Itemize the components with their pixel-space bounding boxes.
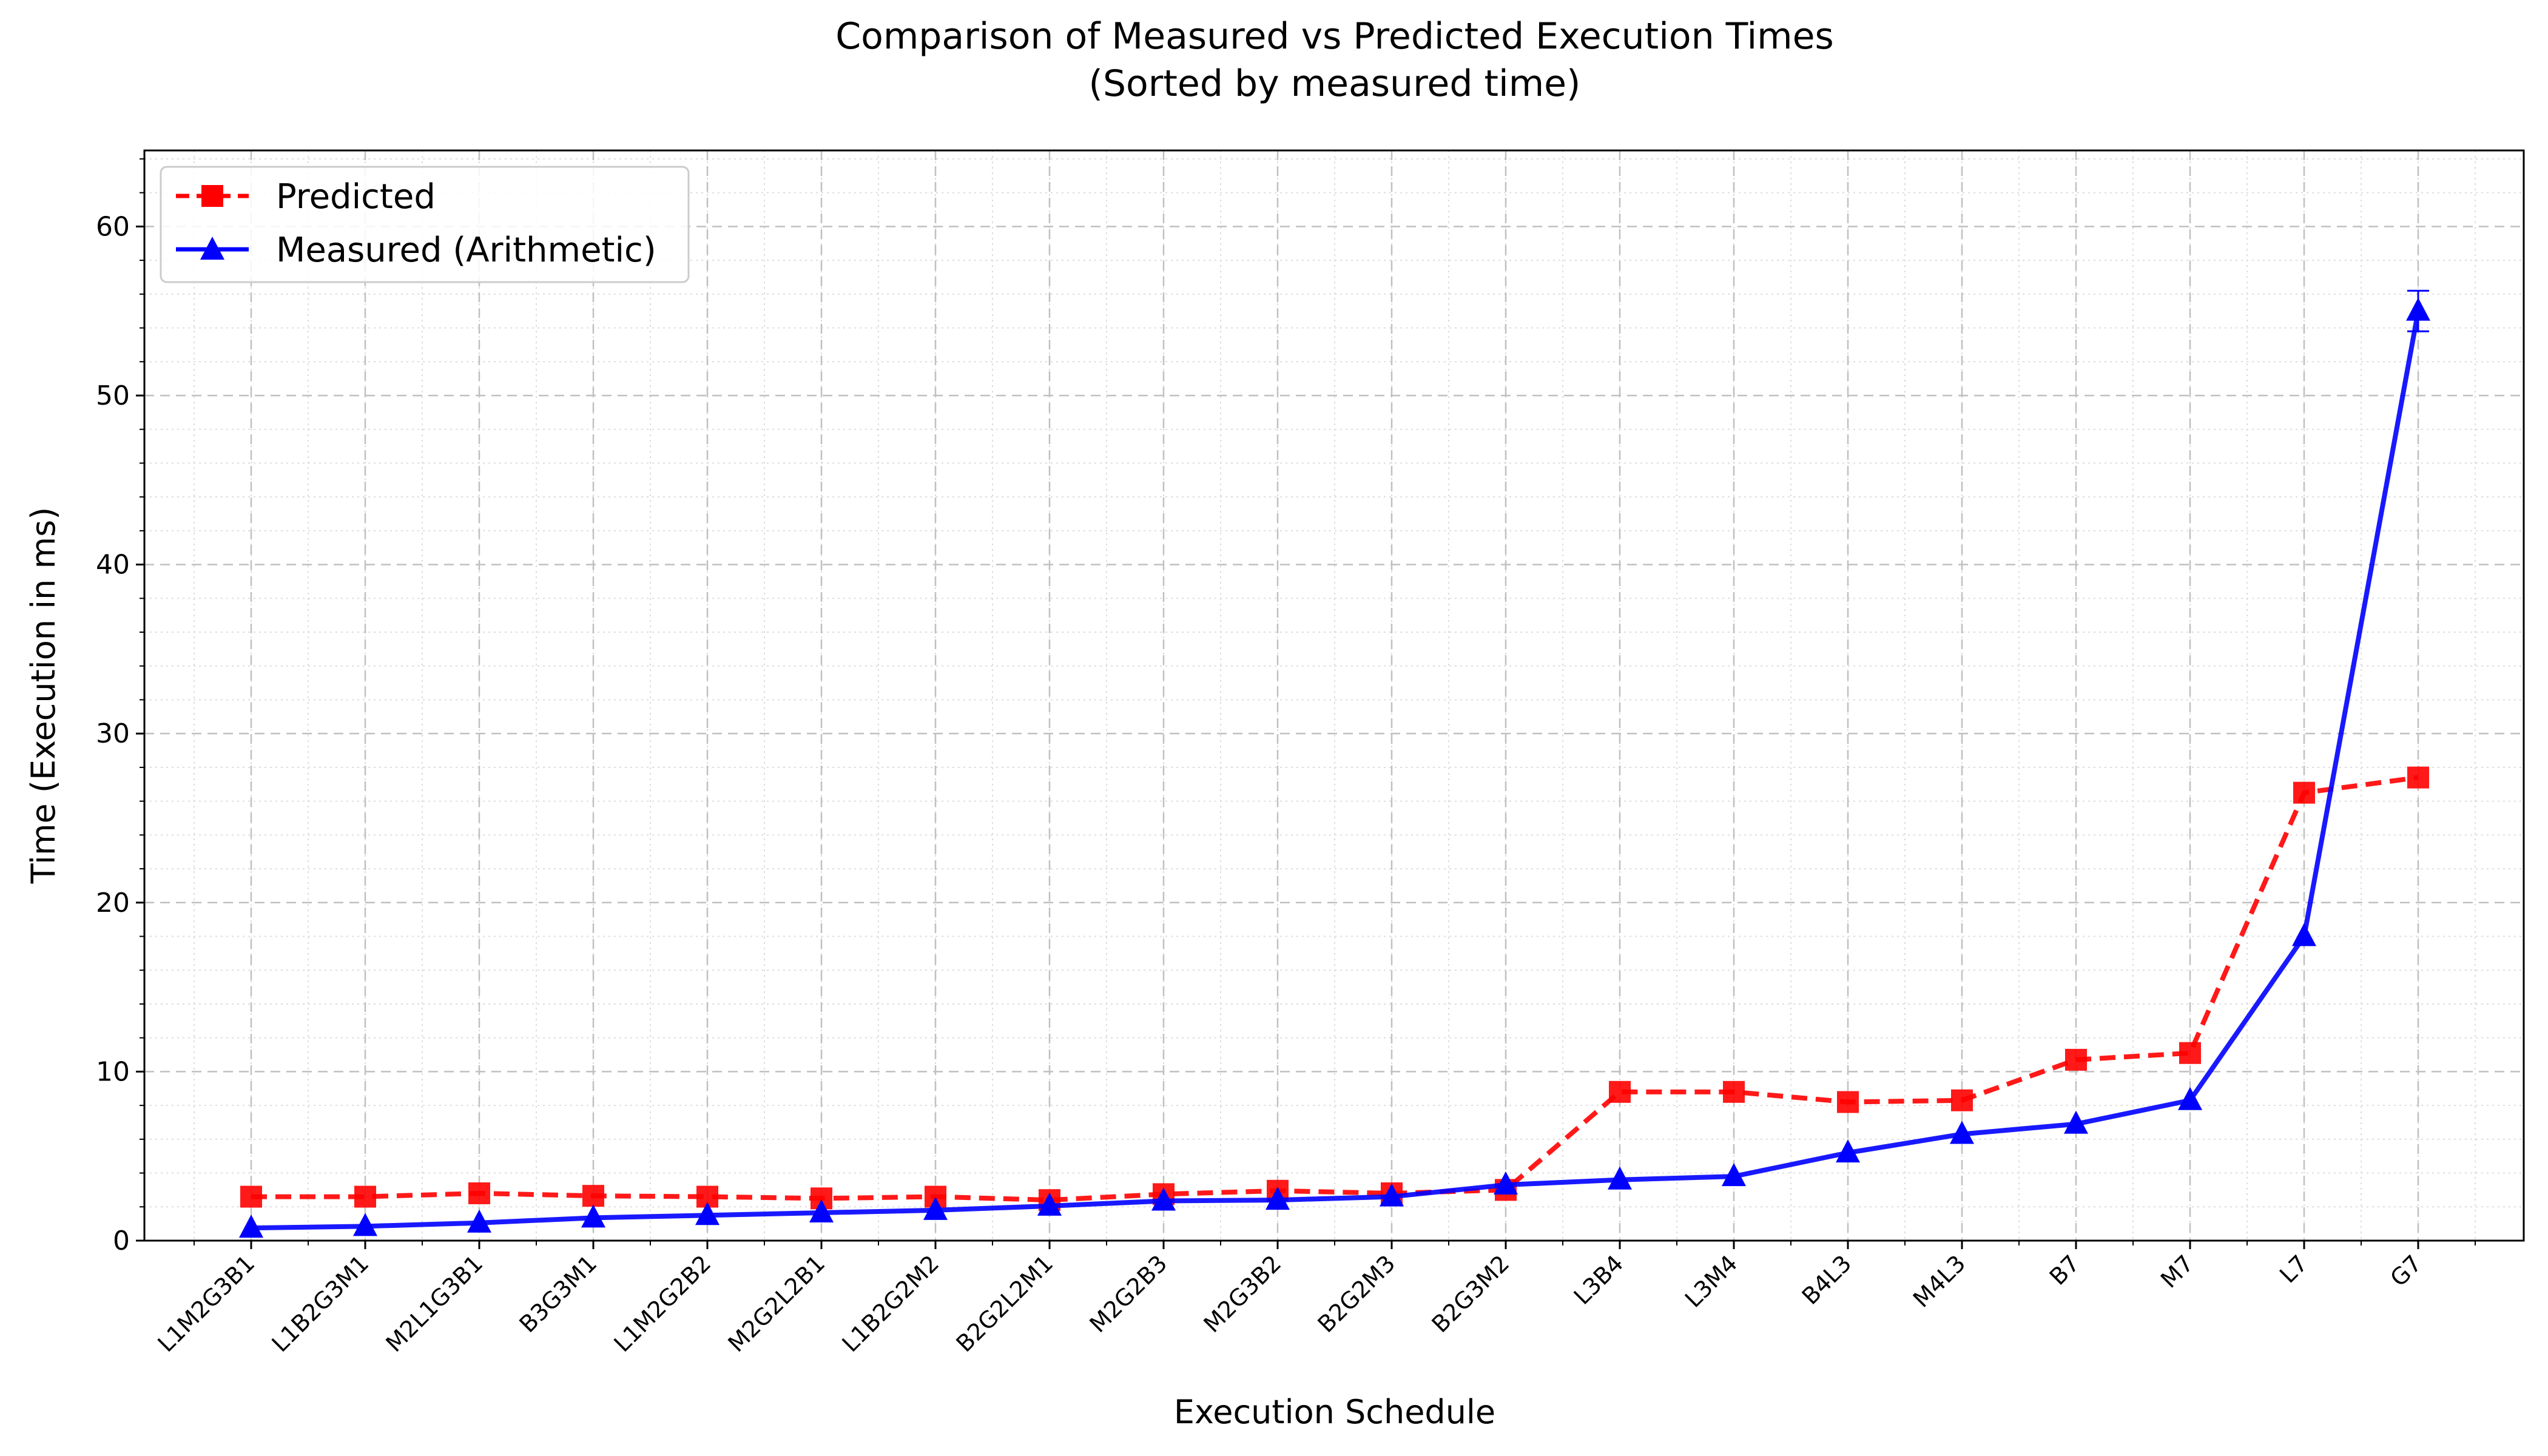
y-tick-label: 50 <box>96 380 130 411</box>
legend-label-measured: Measured (Arithmetic) <box>276 231 656 270</box>
x-axis-label: Execution Schedule <box>1174 1393 1495 1431</box>
data-point <box>353 1213 377 1236</box>
data-point <box>2407 766 2429 789</box>
data-point <box>1266 1187 1290 1210</box>
legend-label-predicted: Predicted <box>276 177 436 217</box>
grid <box>144 150 2524 1242</box>
chart-subtitle: (Sorted by measured time) <box>1089 62 1581 105</box>
y-tick-label: 30 <box>96 718 130 749</box>
series-lines <box>239 289 2430 1238</box>
data-point <box>467 1209 491 1233</box>
data-point <box>695 1202 720 1225</box>
data-point <box>354 1185 376 1208</box>
data-point <box>2064 1110 2088 1134</box>
data-point <box>809 1199 834 1223</box>
data-point <box>1951 1089 1973 1111</box>
data-point <box>2406 297 2430 321</box>
data-point <box>1380 1183 1404 1207</box>
data-point <box>1609 1080 1631 1103</box>
y-tick-label: 20 <box>96 888 130 918</box>
data-point <box>2293 781 2315 804</box>
data-point <box>240 1185 262 1208</box>
data-point <box>1950 1121 1974 1144</box>
series-line <box>251 310 2421 1231</box>
data-point <box>2179 1042 2201 1064</box>
data-point <box>2292 923 2316 946</box>
y-tick-label: 40 <box>96 550 130 581</box>
y-tick-label: 60 <box>96 211 130 242</box>
y-axis: 0 10 20 30 40 50 60 <box>96 158 144 1256</box>
data-point <box>1723 1080 1745 1103</box>
y-axis-label: Time (Execution in ms) <box>24 507 62 885</box>
data-point <box>923 1196 948 1220</box>
legend: Predicted Measured (Arithmetic) <box>160 166 690 283</box>
data-point <box>2178 1087 2202 1110</box>
series-line <box>251 775 2419 1203</box>
y-tick-label: 10 <box>96 1056 130 1087</box>
series-measured <box>239 289 2430 1238</box>
data-point <box>581 1204 605 1228</box>
data-point <box>468 1182 490 1204</box>
y-tick-label: 0 <box>113 1225 130 1256</box>
chart-title: Comparison of Measured vs Predicted Exec… <box>835 15 1834 58</box>
data-point <box>582 1185 604 1207</box>
data-point <box>1608 1166 1632 1190</box>
data-point <box>1836 1139 1860 1163</box>
data-point <box>1151 1187 1176 1211</box>
legend-box <box>160 166 690 283</box>
plot-frame <box>143 149 2525 1242</box>
data-point <box>239 1215 263 1238</box>
data-point <box>1837 1091 1859 1113</box>
data-point <box>2065 1048 2087 1071</box>
legend-marker-predicted <box>201 185 223 207</box>
data-point <box>1037 1192 1062 1216</box>
data-point <box>1494 1171 1518 1195</box>
data-point <box>1722 1163 1746 1187</box>
legend-marker-measured <box>200 237 224 260</box>
